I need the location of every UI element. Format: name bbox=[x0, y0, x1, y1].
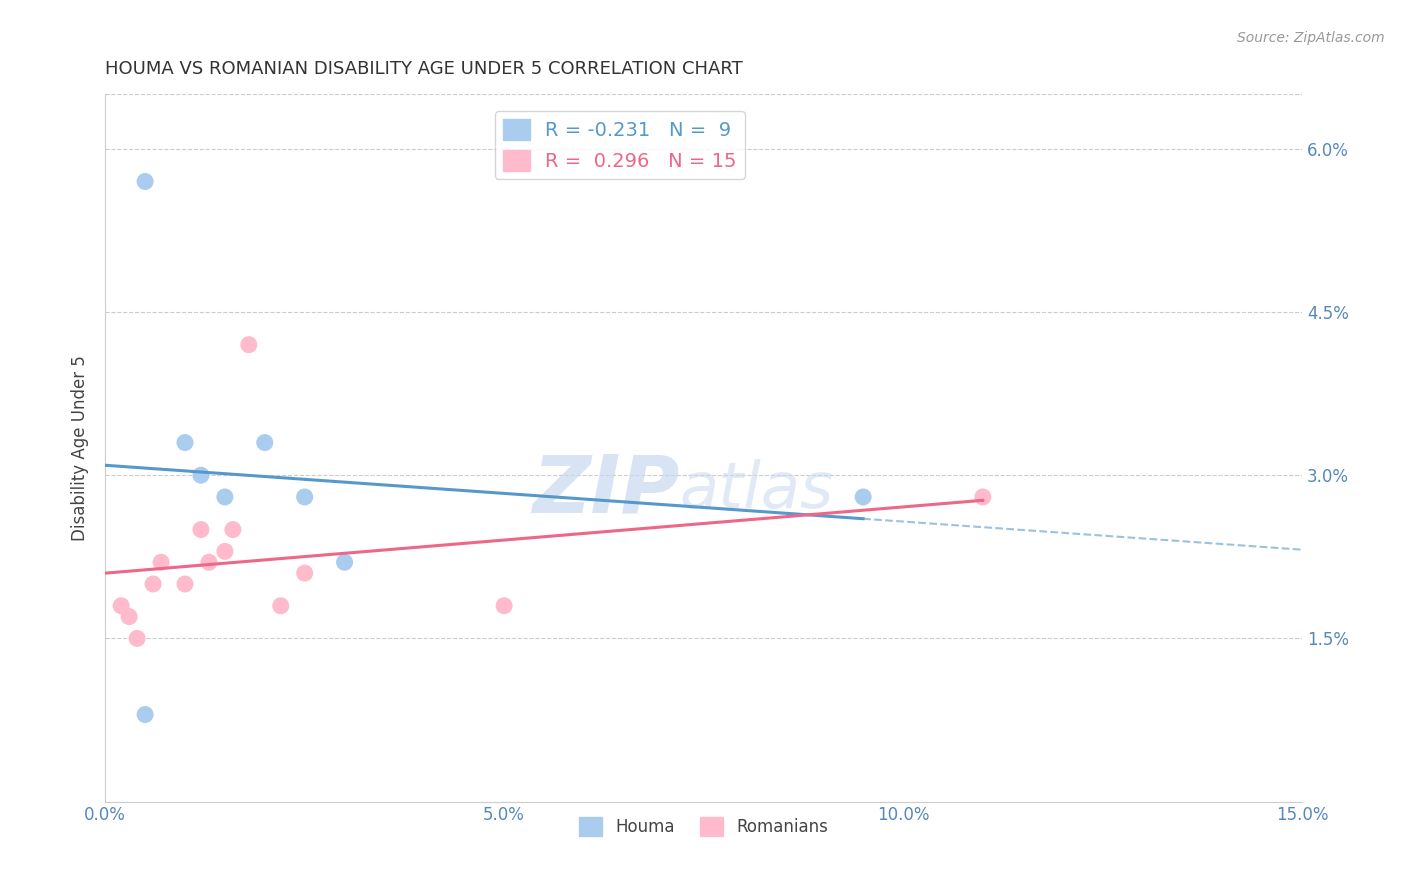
Point bbox=[190, 468, 212, 483]
Point bbox=[134, 174, 156, 188]
Legend: Houma, Romanians: Houma, Romanians bbox=[572, 811, 835, 843]
Point bbox=[134, 707, 156, 722]
Point bbox=[852, 490, 875, 504]
Point bbox=[214, 544, 236, 558]
Point bbox=[110, 599, 132, 613]
Point bbox=[238, 337, 260, 351]
Point bbox=[127, 632, 149, 646]
Point bbox=[198, 555, 221, 569]
Point bbox=[174, 435, 197, 450]
Text: HOUMA VS ROMANIAN DISABILITY AGE UNDER 5 CORRELATION CHART: HOUMA VS ROMANIAN DISABILITY AGE UNDER 5… bbox=[105, 60, 742, 78]
Point bbox=[972, 490, 994, 504]
Point bbox=[118, 609, 141, 624]
Text: ZIP: ZIP bbox=[533, 451, 679, 530]
Point bbox=[150, 555, 173, 569]
Point bbox=[190, 523, 212, 537]
Point bbox=[270, 599, 292, 613]
Point bbox=[174, 577, 197, 591]
Point bbox=[214, 490, 236, 504]
Point bbox=[494, 599, 516, 613]
Point bbox=[294, 490, 316, 504]
Text: Source: ZipAtlas.com: Source: ZipAtlas.com bbox=[1237, 31, 1385, 45]
Text: atlas: atlas bbox=[679, 459, 834, 522]
Point bbox=[253, 435, 276, 450]
Point bbox=[222, 523, 245, 537]
Y-axis label: Disability Age Under 5: Disability Age Under 5 bbox=[72, 355, 89, 541]
Point bbox=[333, 555, 356, 569]
Point bbox=[142, 577, 165, 591]
Point bbox=[294, 566, 316, 581]
